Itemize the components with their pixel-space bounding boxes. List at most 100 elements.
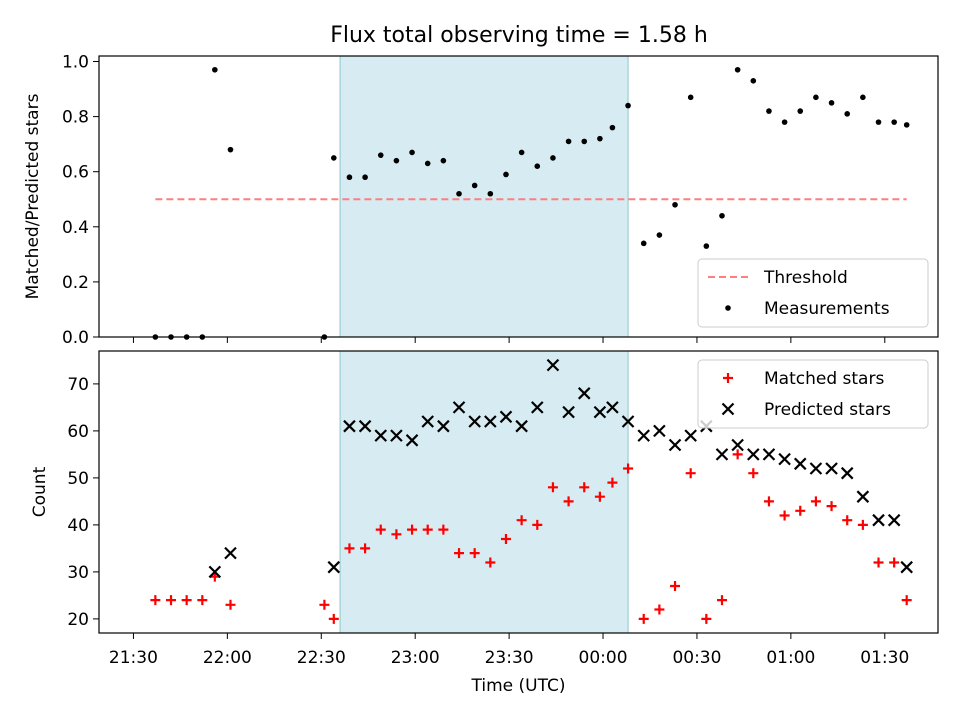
y-axis-label: Count [30, 466, 50, 517]
predicted-star-point [747, 448, 760, 461]
matched-star-point [344, 543, 355, 554]
predicted-star-point [577, 387, 591, 400]
matched-star-point [319, 599, 330, 610]
measurement-point [609, 124, 616, 131]
matched-star-point [485, 557, 496, 568]
measurement-point [227, 146, 234, 153]
measurement-point [844, 111, 851, 117]
predicted-star-point [593, 405, 607, 419]
measurement-point [597, 135, 603, 142]
predicted-star-point [499, 410, 513, 424]
legend-predicted-swatch [721, 402, 735, 416]
predicted-star-point [825, 462, 838, 475]
predicted-star-point [731, 438, 744, 452]
legend-label: Matched stars [764, 369, 884, 389]
matched-star-point [150, 595, 161, 606]
measurement-point [424, 160, 431, 167]
matched-star-point [197, 595, 208, 606]
matched-star-point [594, 491, 605, 502]
legend-label: Predicted stars [764, 400, 891, 420]
measurement-point [640, 240, 647, 247]
measurement-point [860, 94, 866, 101]
predicted-star-point [562, 405, 575, 419]
legend-box [697, 258, 929, 328]
predicted-star-point [546, 358, 560, 372]
measurement-point [903, 122, 910, 128]
matched-star-point [623, 463, 634, 474]
measurement-point [362, 174, 368, 181]
measurement-point [518, 149, 525, 156]
x-tick-label: 00:00 [579, 648, 628, 668]
matched-star-point [181, 595, 192, 606]
predicted-star-point [621, 415, 635, 428]
y-axis-label: Matched/Predicted stars [23, 93, 43, 299]
y-tick-label: 0.6 [62, 163, 89, 183]
matched-star-point [422, 524, 433, 535]
predicted-star-point [872, 513, 885, 527]
predicted-star-point [484, 415, 497, 428]
matched-star-point [607, 477, 618, 488]
measurement-point [487, 190, 494, 197]
matched-star-point [407, 524, 418, 535]
matched-star-point [857, 519, 868, 530]
predicted-star-point [531, 401, 544, 414]
predicted-star-point [421, 415, 434, 428]
matched-star-point [563, 496, 574, 507]
matched-star-point [670, 581, 681, 591]
matched-star-point [547, 482, 558, 493]
measurement-point [828, 100, 835, 106]
measurement-point [766, 108, 772, 114]
x-tick-label: 22:00 [203, 648, 252, 668]
predicted-star-point [793, 457, 807, 471]
matched-star-point [532, 519, 543, 530]
predicted-star-point [515, 419, 528, 433]
measurement-point [456, 190, 462, 197]
predicted-star-point [405, 434, 419, 447]
measurement-point [212, 66, 218, 73]
matched-star-point [638, 613, 649, 624]
x-tick-label: 01:00 [766, 648, 815, 668]
matched-star-point [225, 599, 236, 610]
matched-star-point [716, 595, 727, 606]
y-tick-label: 50 [67, 469, 89, 489]
matched-star-point [166, 595, 177, 606]
predicted-star-point [653, 424, 666, 438]
measurement-point [875, 119, 882, 125]
matched-star-point [732, 449, 743, 460]
measurement-point [734, 66, 741, 73]
predicted-star-point [715, 448, 729, 461]
measurement-point [550, 155, 556, 161]
axes-frame [98, 55, 939, 338]
y-tick-label: 20 [67, 610, 89, 630]
legend-measurement-swatch [725, 305, 731, 311]
y-tick-label: 70 [67, 375, 89, 395]
x-tick-label: 00:30 [672, 648, 721, 668]
predicted-star-point [327, 560, 341, 574]
matched-star-point [826, 501, 837, 512]
measurement-point [781, 119, 788, 125]
y-tick-label: 0.8 [62, 108, 89, 128]
x-tick-label: 01:30 [860, 648, 909, 668]
axes-frame [98, 350, 939, 634]
matched-star-point [438, 524, 449, 535]
predicted-star-point [887, 513, 901, 527]
chart-title: Flux total observing time = 1.58 h [330, 23, 708, 48]
legend-label: Threshold [763, 268, 848, 288]
predicted-star-point [809, 462, 823, 475]
predicted-star-point [390, 429, 403, 442]
y-tick-label: 60 [67, 422, 89, 442]
predicted-star-point [778, 452, 791, 466]
y-tick-label: 30 [67, 563, 89, 583]
matched-star-point [360, 543, 371, 554]
measurement-point [672, 201, 678, 208]
measurement-point [471, 182, 478, 189]
measurement-point [891, 119, 897, 125]
measurement-point [534, 163, 541, 169]
measurement-point [719, 212, 725, 219]
matched-star-point [763, 496, 774, 507]
measurement-point [656, 232, 663, 238]
measurement-point [440, 157, 447, 164]
measurement-point [581, 138, 588, 145]
measurement-point [346, 174, 353, 181]
matched-star-point [391, 529, 402, 540]
